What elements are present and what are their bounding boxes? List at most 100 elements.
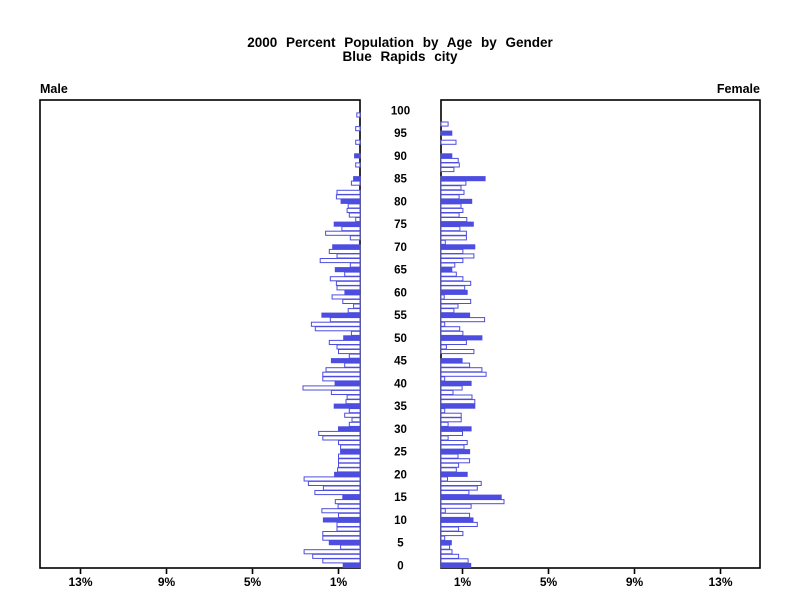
female-bar-age-85 [440,176,486,182]
female-bar-age-79 [440,203,462,209]
female-bar-age-69 [440,248,464,254]
male-bar-age-61 [336,285,361,291]
female-bar-age-95 [440,130,453,136]
male-bar-age-30 [338,426,361,432]
female-bar-age-34 [440,408,446,414]
male-percent-axis: 1% 5% 9% 13% [68,568,348,589]
female-bar-age-78 [440,207,464,213]
male-bar-age-60 [344,289,361,295]
female-bar-age-65 [440,267,453,273]
female-bar-age-66 [440,262,456,268]
female-bar-age-19 [440,476,448,482]
female-bar-age-90 [440,153,453,159]
male-bar-age-93 [355,139,361,145]
female-bar-age-4 [440,544,451,550]
female-bar-age-61 [440,285,466,291]
male-bar-age-54 [329,317,361,323]
female-bar-age-77 [440,212,460,218]
female-bar-age-50 [440,335,483,341]
male-bar-age-68 [336,253,361,259]
female-bar-age-15 [440,494,502,500]
male-bar-age-1 [322,558,361,564]
male-bar-age-37 [346,394,361,400]
male-bar-age-59 [331,294,361,300]
male-bar-age-78 [346,207,361,213]
age-tick-label-5: 5 [397,538,404,550]
female-bar-age-51 [440,330,464,336]
chart-title-line1: 2000 Percent Population by Age by Gender [247,35,553,50]
age-tick-label-95: 95 [394,128,407,140]
male-bar-age-31 [348,421,361,427]
female-bar-age-82 [440,189,465,195]
male-panel-frame [39,99,361,569]
female-bar-age-54 [440,317,486,323]
age-tick-label-85: 85 [394,174,407,186]
age-tick-label-30: 30 [394,424,407,436]
female-bar-age-60 [440,289,468,295]
age-tick-label-50: 50 [394,333,407,345]
age-tick-label-45: 45 [394,356,407,368]
female-bar-age-2 [440,553,460,559]
female-bar-age-84 [440,180,467,186]
female-bar-age-20 [440,471,468,477]
male-bar-age-52 [314,326,361,332]
male-bar-age-29 [318,430,361,436]
female-bar-age-39 [440,385,463,391]
male-bar-age-50 [343,335,361,341]
male-bar-age-3 [303,549,361,555]
male-bar-age-15 [342,494,361,500]
male-bar-age-64 [344,271,361,277]
age-tick-label-35: 35 [394,401,407,413]
female-bar-age-72 [440,235,467,241]
female-header: Female [717,82,760,96]
male-bar-age-35 [333,403,361,409]
female-bar-age-25 [440,449,471,455]
male-bar-age-72 [349,235,361,241]
age-tick-label-55: 55 [394,310,407,322]
male-bar-age-73 [325,230,361,236]
male-bar-age-82 [336,189,361,195]
female-bar-age-41 [440,376,446,382]
female-bar-age-42 [440,371,487,377]
male-bar-age-39 [302,385,361,391]
male-bar-age-23 [338,458,361,464]
age-tick-label-25: 25 [394,447,407,459]
female-bar-age-28 [440,435,449,441]
male-bar-age-34 [348,408,361,414]
male-bar-age-11 [338,512,361,518]
male-bar-age-5 [328,540,361,546]
age-tick-label-65: 65 [394,265,407,277]
female-bar-age-38 [440,389,454,395]
female-bar-age-83 [440,185,462,191]
female-bar-age-55 [440,312,471,318]
female-bar-age-80 [440,198,473,204]
male-bar-age-7 [322,531,361,537]
male-bar-age-76 [355,217,361,223]
female-bar-age-22 [440,462,460,468]
female-bar-age-62 [440,280,472,286]
male-bar-age-16 [314,490,361,496]
male-bar-age-46 [348,353,361,359]
male-bar-age-55 [321,312,361,318]
male-bar-age-84 [350,180,361,186]
age-tick-label-70: 70 [394,242,407,254]
age-axis-labels: 0 5 10 15 20 25 30 35 40 45 50 55 60 65 70 75 80 85 90 95 10… [391,105,410,572]
male-bar-age-77 [348,212,361,218]
age-tick-label-60: 60 [394,287,407,299]
female-bar-age-8 [440,526,460,532]
female-bar-age-52 [440,326,461,332]
female-bar-age-93 [440,139,457,145]
pct-tick-label: 9% [626,575,644,589]
age-tick-label-20: 20 [394,469,407,481]
male-bar-age-85 [353,176,361,182]
male-bar-age-19 [303,476,361,482]
male-bar-age-12 [321,508,361,514]
female-bars-group [440,121,505,569]
male-bar-age-14 [334,499,361,505]
female-bar-age-36 [440,399,476,405]
male-bars-group [302,112,361,569]
female-bar-age-9 [440,521,478,528]
male-bar-age-40 [334,380,361,386]
female-bar-age-59 [440,294,445,300]
